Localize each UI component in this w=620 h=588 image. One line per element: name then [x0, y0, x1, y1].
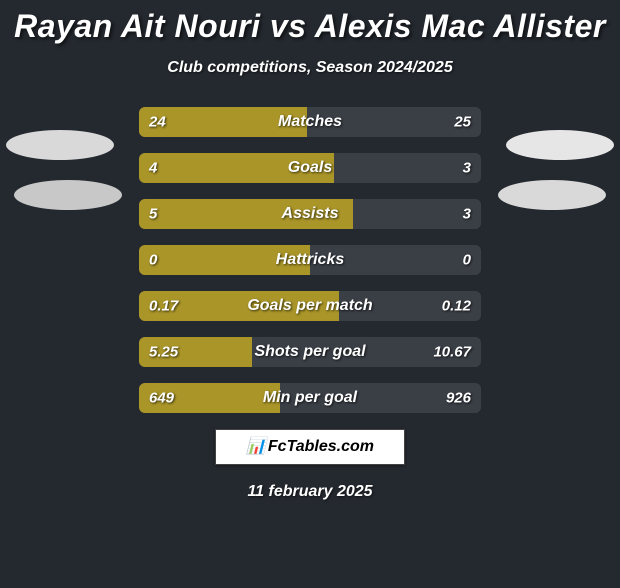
stat-value-left: 5 [149, 206, 157, 223]
stat-value-left: 0 [149, 252, 157, 269]
page-subtitle: Club competitions, Season 2024/2025 [0, 59, 620, 77]
stat-row: Assists 5 3 [139, 199, 481, 229]
brand-text: FcTables.com [268, 438, 374, 455]
brand-badge: 📊FcTables.com [215, 429, 405, 465]
stat-value-left: 4 [149, 160, 157, 177]
stat-row: Shots per goal 5.25 10.67 [139, 337, 481, 367]
stat-value-right: 3 [463, 206, 471, 223]
stat-label: Goals [288, 159, 332, 177]
stat-label: Goals per match [247, 297, 372, 315]
stat-value-left: 649 [149, 390, 174, 407]
stats-container: Matches 24 25 Goals 4 3 Assists 5 3 Hattricks 0 0 Go… [139, 107, 481, 413]
player-right-oval-bottom [498, 180, 606, 210]
stat-value-right: 0.12 [442, 298, 471, 315]
page-title: Rayan Ait Nouri vs Alexis Mac Allister [0, 8, 620, 45]
stat-value-left: 5.25 [149, 344, 178, 361]
stat-value-right: 0 [463, 252, 471, 269]
player-right-oval-top [506, 130, 614, 160]
chart-icon: 📊 [246, 438, 266, 455]
stat-label: Assists [282, 205, 339, 223]
stat-label: Hattricks [276, 251, 344, 269]
stat-value-left: 0.17 [149, 298, 178, 315]
stat-row: Goals per match 0.17 0.12 [139, 291, 481, 321]
stat-bar-right [334, 153, 481, 183]
player-left-oval-bottom [14, 180, 122, 210]
stat-row: Hattricks 0 0 [139, 245, 481, 275]
stat-value-right: 926 [446, 390, 471, 407]
date-text: 11 february 2025 [0, 483, 620, 501]
stat-label: Min per goal [263, 389, 357, 407]
stat-label: Matches [278, 113, 342, 131]
stat-value-left: 24 [149, 114, 166, 131]
stat-value-right: 25 [454, 114, 471, 131]
stat-row: Goals 4 3 [139, 153, 481, 183]
stat-row: Min per goal 649 926 [139, 383, 481, 413]
stat-row: Matches 24 25 [139, 107, 481, 137]
stat-value-right: 10.67 [433, 344, 471, 361]
player-left-oval-top [6, 130, 114, 160]
stat-label: Shots per goal [254, 343, 365, 361]
stat-value-right: 3 [463, 160, 471, 177]
